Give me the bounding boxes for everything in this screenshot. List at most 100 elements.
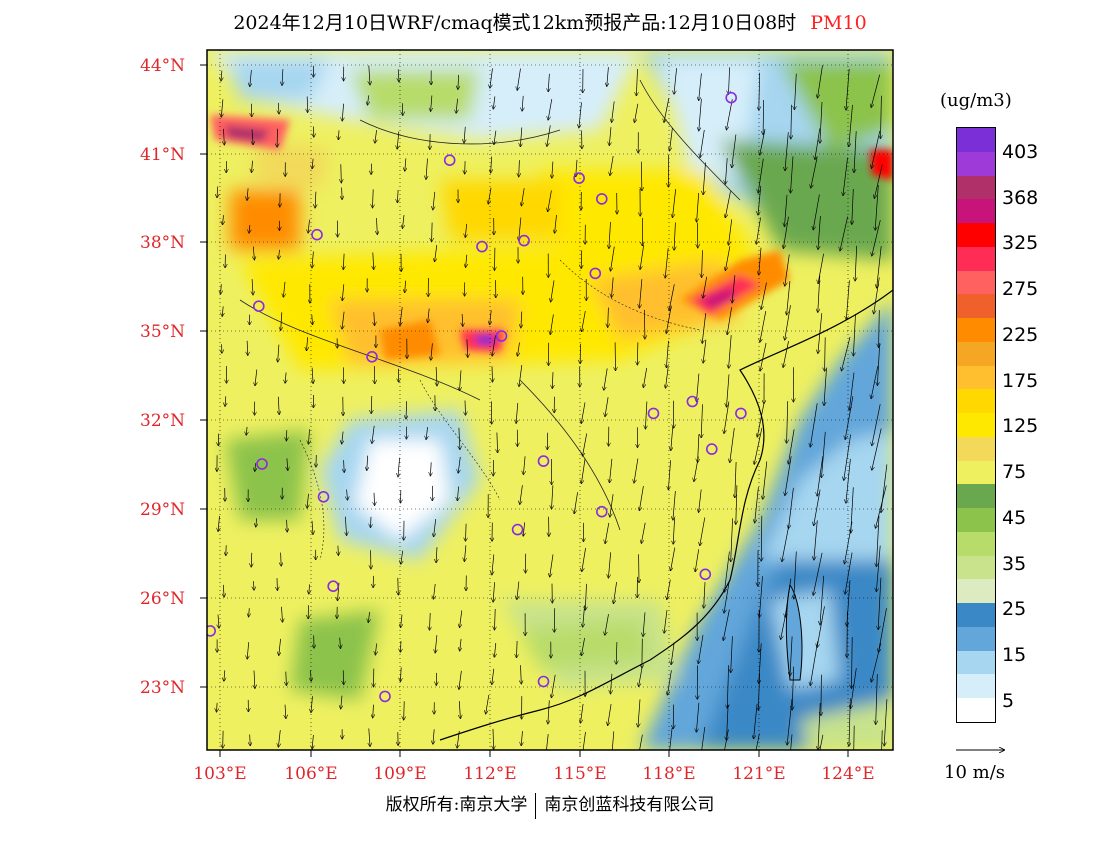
wind-arrow (281, 312, 282, 330)
wind-arrow (523, 456, 525, 474)
legend-swatch (957, 698, 995, 723)
city-marker (379, 690, 391, 703)
wind-arrow (373, 252, 374, 270)
wind-arrow (310, 670, 311, 681)
wind-arrow (853, 725, 855, 750)
wind-arrow (763, 461, 768, 499)
city-marker (366, 350, 378, 363)
wind-arrow (699, 73, 702, 100)
wind-arrow (813, 552, 823, 595)
wind-arrow (612, 277, 614, 298)
wind-arrow (223, 215, 224, 224)
wind-arrow (694, 456, 699, 482)
wind-arrow (641, 161, 642, 191)
wind-arrow (697, 373, 700, 402)
wind-arrow (666, 305, 672, 334)
wind-arrow (457, 730, 460, 748)
wind-arrow (494, 130, 496, 145)
wind-arrow (574, 492, 578, 513)
wind-arrow (254, 670, 255, 689)
wind-arrow (702, 250, 703, 277)
wind-arrow (338, 130, 339, 139)
wind-arrow (760, 342, 767, 371)
legend-swatch (957, 365, 995, 390)
wind-arrow (871, 643, 882, 682)
city-marker (476, 240, 488, 253)
wind-arrow (373, 704, 374, 718)
wind-arrow (458, 456, 460, 473)
wind-arrow (521, 665, 522, 684)
wind-arrow (221, 284, 222, 294)
wind-arrow (490, 68, 493, 88)
wind-arrow (610, 494, 614, 517)
city-marker (725, 91, 738, 104)
wind-arrow (312, 520, 313, 534)
wind-arrow (494, 642, 495, 657)
wind-arrow (375, 643, 376, 655)
wind-arrow (843, 157, 848, 196)
wind-arrow (700, 129, 705, 157)
wind-arrow (758, 158, 764, 193)
wind-arrow (548, 190, 552, 212)
wind-arrow (845, 552, 853, 594)
wind-arrow (343, 253, 344, 270)
copyright-divider (535, 792, 537, 819)
legend-swatch (957, 341, 995, 367)
wind-arrow (755, 487, 759, 522)
wind-arrow (820, 101, 823, 143)
wind-arrow (822, 431, 826, 478)
legend-label: 45 (1002, 507, 1027, 529)
legend-label: 25 (1002, 598, 1027, 620)
lon-label: 103°E (193, 764, 247, 784)
wind-arrow (818, 65, 823, 98)
city-marker (595, 193, 608, 205)
vector-reference-label: 10 m/s (944, 762, 1005, 783)
wind-arrow (846, 458, 851, 503)
wind-arrow (582, 547, 586, 572)
wind-arrow (639, 486, 644, 510)
wind-arrow (491, 156, 492, 173)
wind-arrow (787, 281, 791, 314)
wind-arrow (551, 674, 556, 698)
wind-arrow (431, 343, 433, 360)
wind-arrow (311, 696, 313, 712)
wind-arrow (252, 279, 253, 295)
wind-arrow (401, 614, 402, 628)
wind-arrow (581, 637, 585, 656)
wind-arrow (785, 456, 792, 495)
wind-arrow (729, 335, 732, 368)
wind-arrow (312, 314, 313, 325)
wind-arrow (520, 127, 521, 147)
legend-swatch (957, 603, 995, 628)
wind-arrow (871, 366, 879, 398)
wind-arrow (548, 700, 549, 723)
wind-arrow (702, 313, 707, 343)
wind-arrow (278, 102, 279, 114)
wind-arrow (701, 726, 706, 750)
wind-arrow (851, 668, 857, 708)
concentration-field (207, 50, 893, 750)
city-marker (311, 228, 323, 241)
wind-arrow (519, 365, 523, 386)
legend-label: 15 (1002, 644, 1027, 666)
wind-arrow (459, 701, 460, 718)
wind-arrow (787, 401, 788, 443)
wind-arrow (459, 670, 462, 689)
wind-arrow (338, 545, 339, 555)
wind-arrow (732, 134, 737, 168)
wind-arrow (664, 609, 668, 633)
wind-arrow (727, 665, 728, 708)
wind-arrow (457, 486, 458, 501)
wind-arrow (312, 367, 313, 384)
wind-arrow (436, 366, 437, 386)
city-marker (589, 267, 602, 280)
wind-arrow (368, 612, 369, 622)
wind-arrow (782, 522, 790, 562)
wind-arrow (609, 127, 611, 145)
wind-arrow (818, 215, 821, 249)
wind-arrow (492, 554, 494, 575)
wind-arrow (517, 640, 518, 657)
wind-arrow (400, 667, 401, 681)
wind-arrow (279, 249, 280, 259)
city-marker (207, 625, 216, 637)
